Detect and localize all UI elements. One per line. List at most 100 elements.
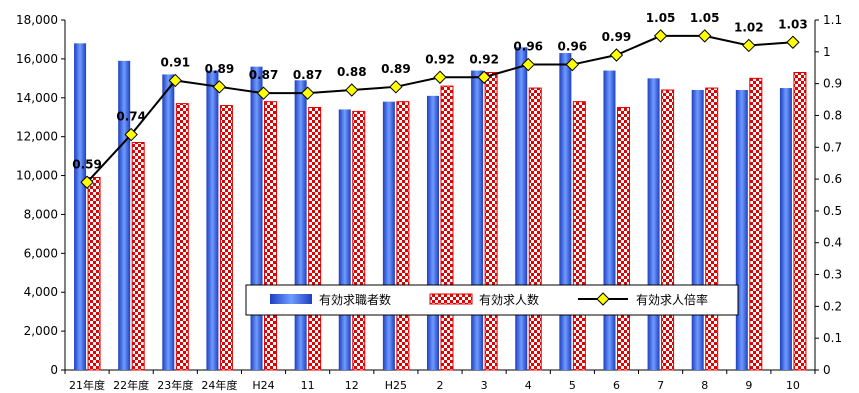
bar-job-openings — [572, 101, 586, 371]
y-right-tick-label: 0.1 — [823, 331, 842, 345]
x-tick-label: 24年度 — [201, 378, 237, 392]
y-right-tick-label: 0 — [823, 363, 831, 377]
bar-job-openings — [219, 105, 233, 371]
data-label-ratio: 0.96 — [558, 40, 588, 54]
bar-job-openings — [87, 177, 101, 371]
bar-job-seekers — [603, 70, 616, 371]
point-ratio — [300, 86, 315, 100]
bar-job-seekers — [559, 53, 572, 371]
x-tick-label: 6 — [613, 379, 620, 392]
point-ratio — [742, 38, 756, 53]
bar-job-openings — [705, 87, 719, 371]
bar-job-seekers — [294, 80, 307, 371]
data-label-ratio: 0.96 — [513, 40, 543, 54]
bar-job-openings — [749, 77, 763, 371]
y-right-tick-label: 0.4 — [823, 236, 842, 250]
y-left-tick-label: 12,000 — [16, 130, 58, 144]
y-left-tick-label: 4,000 — [24, 285, 58, 299]
x-tick-label: 22年度 — [113, 378, 149, 392]
bar-job-openings — [661, 89, 675, 371]
point-ratio — [521, 57, 535, 72]
bar-job-seekers — [471, 70, 484, 371]
legend-box — [245, 284, 739, 316]
point-ratio — [433, 70, 447, 84]
x-tick-label: 21年度 — [69, 378, 105, 392]
x-tick-label: 23年度 — [157, 378, 193, 392]
y-left-tick-label: 18,000 — [16, 13, 58, 27]
bar-job-openings — [352, 110, 366, 371]
point-ratio — [212, 80, 227, 94]
y-right-tick-label: 0.3 — [823, 268, 842, 282]
data-label-ratio: 0.87 — [249, 68, 279, 82]
legend-label-job-seekers: 有効求職者数 — [319, 292, 391, 307]
data-label-ratio: 0.89 — [381, 62, 411, 76]
x-tick-label: H24 — [252, 379, 274, 392]
bar-job-seekers — [382, 101, 395, 371]
bar-job-seekers — [338, 109, 351, 370]
y-right-tick-label: 0.9 — [823, 77, 842, 91]
legend-swatch-job-seekers — [270, 294, 312, 304]
y-left-tick-label: 0 — [50, 363, 58, 377]
point-ratio — [345, 83, 359, 97]
x-tick-label: 9 — [745, 379, 752, 392]
y-right-tick-label: 0.8 — [823, 108, 842, 122]
data-label-ratio: 0.99 — [602, 30, 632, 44]
bar-job-seekers — [118, 60, 131, 370]
bar-job-openings — [308, 107, 322, 371]
x-tick-label: 12 — [345, 379, 359, 392]
point-ratio — [609, 48, 624, 62]
bar-job-openings — [440, 85, 454, 371]
data-label-ratio: 0.92 — [469, 52, 499, 66]
bar-job-openings — [396, 101, 410, 371]
data-label-ratio: 1.02 — [734, 20, 764, 34]
data-label-ratio: 0.88 — [337, 65, 367, 79]
y-right-tick-label: 0.6 — [823, 172, 842, 186]
point-ratio — [168, 73, 183, 88]
y-left-tick-label: 16,000 — [16, 52, 58, 66]
x-tick-label: 11 — [301, 379, 315, 392]
data-label-ratio: 0.74 — [116, 110, 146, 124]
y-right-tick-label: 0.2 — [823, 299, 842, 313]
bar-job-seekers — [779, 88, 792, 371]
point-ratio — [124, 127, 138, 142]
y-left-tick-label: 2,000 — [24, 324, 58, 338]
y-left-tick-label: 8,000 — [24, 207, 58, 221]
legend-label-job-openings: 有効求人数 — [479, 292, 539, 307]
x-tick-label: 5 — [569, 379, 576, 392]
x-tick-label: 2 — [437, 379, 444, 392]
point-ratio — [565, 57, 580, 72]
bar-job-seekers — [162, 74, 175, 370]
x-tick-label: H25 — [385, 379, 407, 392]
point-ratio — [697, 29, 712, 43]
bar-job-openings — [264, 101, 278, 371]
y-right-tick-label: 1 — [823, 45, 831, 59]
bar-job-seekers — [206, 70, 219, 371]
bar-job-openings — [616, 107, 630, 371]
y-right-tick-label: 0.5 — [823, 204, 842, 218]
point-ratio — [389, 80, 403, 94]
bar-job-seekers — [250, 66, 263, 371]
point-ratio — [786, 35, 800, 49]
y-left-tick-label: 10,000 — [16, 169, 58, 183]
x-tick-label: 8 — [701, 379, 708, 392]
data-label-ratio: 1.05 — [690, 11, 720, 25]
bar-job-openings — [131, 142, 145, 371]
point-ratio — [653, 29, 668, 43]
bar-job-seekers — [647, 78, 660, 370]
data-label-ratio: 1.05 — [646, 11, 676, 25]
y-left-tick-label: 14,000 — [16, 91, 58, 105]
bar-job-seekers — [735, 90, 748, 370]
data-label-ratio: 0.87 — [293, 68, 323, 82]
legend-label-ratio: 有効求人倍率 — [636, 292, 708, 307]
bar-job-seekers — [427, 95, 439, 370]
bar-job-seekers — [691, 90, 704, 370]
data-label-ratio: 0.59 — [72, 157, 102, 171]
legend-marker-ratio — [596, 292, 610, 306]
x-tick-label: 3 — [481, 379, 488, 392]
x-tick-label: 7 — [657, 379, 664, 392]
x-tick-label: 10 — [786, 379, 800, 392]
x-tick-label: 4 — [525, 379, 532, 392]
data-label-ratio: 0.91 — [160, 55, 190, 69]
